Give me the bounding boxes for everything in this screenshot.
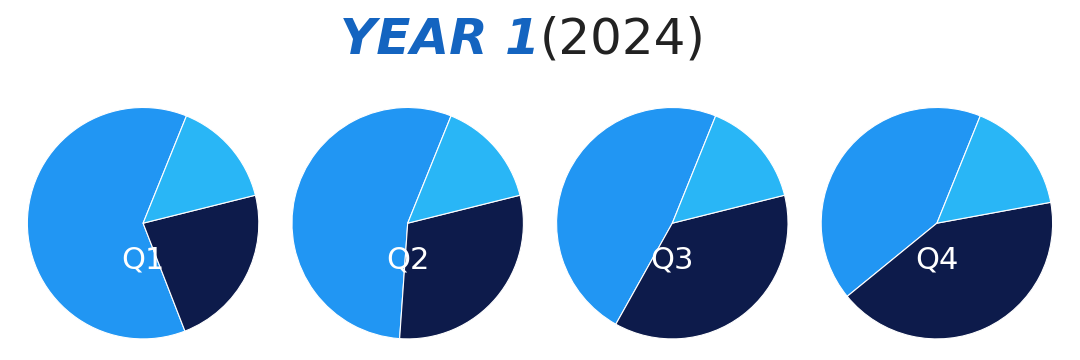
Wedge shape bbox=[292, 108, 451, 339]
Wedge shape bbox=[937, 116, 1051, 223]
Wedge shape bbox=[144, 195, 259, 331]
Text: Q4: Q4 bbox=[915, 246, 959, 275]
Text: Q3: Q3 bbox=[650, 246, 694, 275]
Wedge shape bbox=[408, 116, 519, 223]
Text: YEAR 1: YEAR 1 bbox=[340, 15, 540, 64]
Wedge shape bbox=[821, 108, 981, 296]
Text: Q1: Q1 bbox=[121, 246, 165, 275]
Text: (2024): (2024) bbox=[540, 15, 706, 64]
Wedge shape bbox=[144, 116, 255, 223]
Wedge shape bbox=[27, 108, 187, 339]
Text: Q2: Q2 bbox=[386, 246, 430, 275]
Wedge shape bbox=[672, 116, 784, 223]
Wedge shape bbox=[847, 202, 1053, 339]
Wedge shape bbox=[400, 195, 524, 339]
Wedge shape bbox=[556, 108, 716, 324]
Wedge shape bbox=[616, 195, 788, 339]
